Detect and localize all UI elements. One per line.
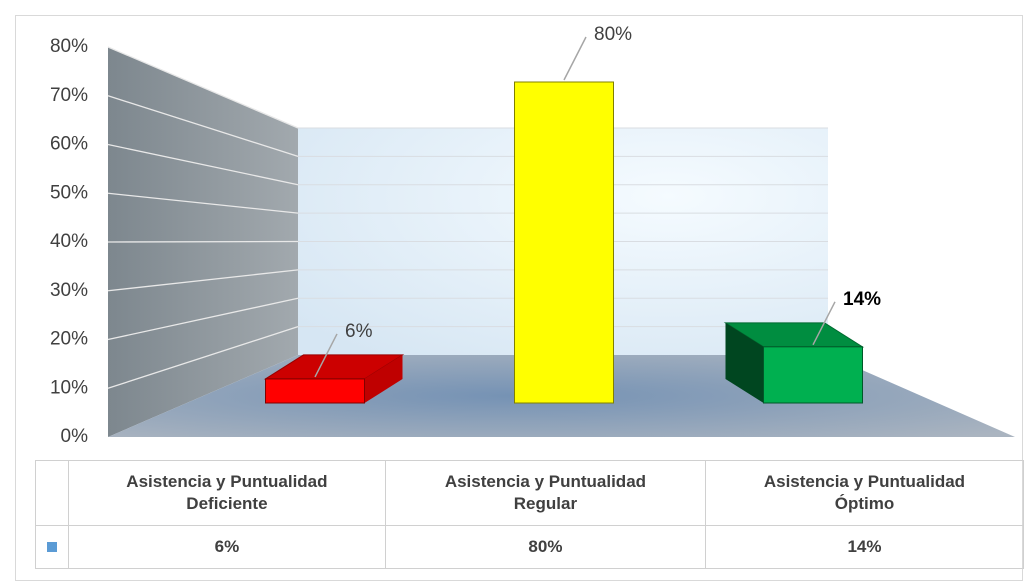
data-table: Asistencia y Puntualidad Deficiente Asis… xyxy=(35,460,1024,569)
data-label: 14% xyxy=(843,289,881,310)
chart-border xyxy=(15,15,1023,581)
category-label: Asistencia y Puntualidad Regular xyxy=(444,472,647,513)
grid-line xyxy=(107,269,299,292)
bar xyxy=(514,81,614,404)
grid-line xyxy=(107,297,299,341)
grid-line xyxy=(107,192,299,214)
grid-line xyxy=(107,240,299,243)
y-tick-label: 70% xyxy=(50,85,88,106)
y-tick-label: 10% xyxy=(50,377,88,398)
leader-line xyxy=(563,36,587,81)
corner-cell xyxy=(35,460,69,526)
y-tick-label: 0% xyxy=(61,426,89,447)
value-cell: 80% xyxy=(384,525,706,569)
bar-side xyxy=(725,322,764,403)
y-tick-label: 20% xyxy=(50,329,88,350)
grid-line xyxy=(107,46,299,129)
bar xyxy=(763,346,863,404)
data-label: 80% xyxy=(594,24,632,45)
category-label: Asistencia y Puntualidad Deficiente xyxy=(126,472,328,513)
legend-swatch xyxy=(46,542,57,552)
y-tick-label: 60% xyxy=(50,134,88,155)
legend-cell xyxy=(35,525,69,569)
y-tick-label: 40% xyxy=(50,231,88,252)
category-cell: Asistencia y Puntualidad Óptimo xyxy=(704,460,1024,526)
bar xyxy=(265,378,365,404)
grid-line xyxy=(107,143,299,186)
value-cell: 14% xyxy=(704,525,1024,569)
bar-side xyxy=(364,354,403,403)
grid-line xyxy=(107,326,299,389)
leader-line xyxy=(812,301,836,346)
y-tick-label: 30% xyxy=(50,280,88,301)
category-cell: Asistencia y Puntualidad Regular xyxy=(384,460,706,526)
leader-line xyxy=(314,333,338,378)
category-cell: Asistencia y Puntualidad Deficiente xyxy=(67,460,386,526)
y-tick-label: 80% xyxy=(50,36,88,57)
category-label: Asistencia y Puntualidad Óptimo xyxy=(763,472,966,513)
value-cell: 6% xyxy=(67,525,386,569)
y-tick-label: 50% xyxy=(50,182,88,203)
grid-line xyxy=(107,95,299,157)
data-label: 6% xyxy=(345,321,373,342)
